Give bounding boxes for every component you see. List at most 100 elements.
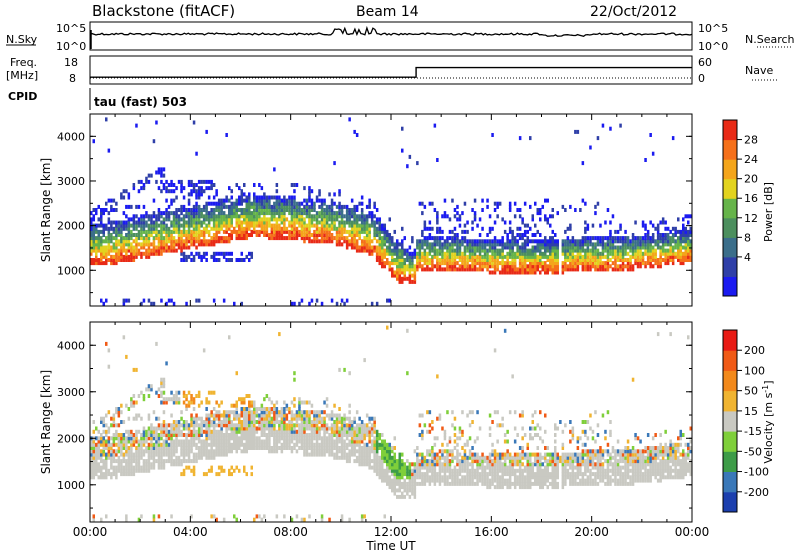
- power-cell: [534, 233, 537, 237]
- velocity-cell: [163, 397, 166, 401]
- power-cell: [238, 214, 241, 218]
- velocity-cell: [401, 453, 404, 457]
- velocity-cell: [123, 466, 126, 470]
- velocity-cell: [198, 391, 201, 395]
- power-cell: [637, 236, 640, 240]
- velocity-cell: [406, 329, 409, 333]
- velocity-cell: [416, 453, 419, 457]
- power-cell: [406, 264, 409, 268]
- power-cell: [674, 239, 677, 243]
- velocity-cell: [215, 430, 218, 434]
- power-cell: [672, 136, 675, 140]
- power-cell: [311, 214, 314, 218]
- power-cell: [228, 233, 231, 237]
- power-cell: [504, 221, 507, 225]
- power-cell: [647, 230, 650, 234]
- power-cell: [564, 208, 567, 212]
- velocity-cell: [203, 430, 206, 434]
- velocity-cell: [125, 436, 128, 440]
- power-cell: [163, 174, 166, 178]
- power-cell: [386, 230, 389, 234]
- power-cell: [627, 236, 630, 240]
- power-cell: [384, 224, 387, 228]
- power-cell: [168, 183, 171, 187]
- power-cell: [519, 208, 522, 212]
- power-cell: [466, 221, 469, 225]
- power-cell: [639, 236, 642, 240]
- power-cell: [188, 199, 191, 203]
- power-cell: [215, 214, 218, 218]
- velocity-cell: [105, 440, 108, 444]
- power-cell: [125, 249, 128, 253]
- power-cell: [281, 227, 284, 231]
- power-cell: [236, 199, 239, 203]
- power-cell: [669, 230, 672, 234]
- power-cell: [619, 124, 622, 128]
- velocity-cell: [268, 407, 271, 411]
- velocity-cell: [436, 417, 439, 421]
- velocity-cell: [118, 456, 121, 460]
- noise-panel: N.Sky 10^5 10^0 10^5 10^0 N.Search: [6, 22, 795, 53]
- power-cell: [449, 230, 452, 234]
- power-cell: [218, 258, 221, 262]
- velocity-cell: [108, 410, 111, 414]
- velocity-cell: [261, 404, 264, 408]
- power-cell: [687, 221, 690, 225]
- power-cell: [677, 217, 680, 221]
- power-cell: [183, 214, 186, 218]
- power-cell: [401, 149, 404, 153]
- power-cell: [363, 214, 366, 218]
- velocity-cell: [321, 514, 324, 518]
- power-cell: [276, 183, 279, 187]
- velocity-cell: [190, 469, 193, 473]
- velocity-cell: [396, 488, 399, 492]
- power-cell: [409, 252, 412, 256]
- velocity-cell: [130, 397, 133, 401]
- power-cell: [251, 211, 254, 215]
- velocity-cell: [238, 436, 241, 440]
- velocity-cell: [416, 446, 419, 450]
- power-cell: [685, 214, 688, 218]
- power-cell: [263, 192, 266, 196]
- power-cell: [298, 202, 301, 206]
- velocity-cell: [256, 420, 259, 424]
- velocity-cell: [205, 397, 208, 401]
- velocity-cell: [251, 466, 254, 470]
- freq-tick-18: 18: [64, 56, 78, 69]
- velocity-cell: [105, 514, 108, 518]
- velocity-cell: [195, 394, 198, 398]
- power-cell: [163, 217, 166, 221]
- power-cell: [604, 236, 607, 240]
- power-cell: [341, 299, 344, 303]
- power-cell: [185, 255, 188, 259]
- power-cell: [261, 196, 264, 200]
- power-cell: [499, 239, 502, 243]
- power-cell: [509, 202, 512, 206]
- power-cell: [168, 205, 171, 209]
- power-cell: [228, 186, 231, 190]
- power-cell: [373, 214, 376, 218]
- velocity-cell: [195, 443, 198, 447]
- velocity-cell: [293, 371, 296, 375]
- velocity-cell: [361, 420, 364, 424]
- power-cell: [198, 205, 201, 209]
- power-cell: [223, 230, 226, 234]
- power-cell: [208, 186, 211, 190]
- power-cell: [504, 261, 507, 265]
- power-cell: [682, 246, 685, 250]
- beam-title: Beam 14: [356, 4, 419, 20]
- power-cell: [454, 214, 457, 218]
- power-cell: [153, 302, 156, 306]
- velocity-cell: [213, 414, 216, 418]
- velocity-cell: [195, 453, 198, 457]
- power-cell: [664, 249, 667, 253]
- velocity-cell: [419, 414, 422, 418]
- velocity-cell: [326, 423, 329, 427]
- velocity-cell: [399, 495, 402, 499]
- power-cell: [180, 217, 183, 221]
- power-cell: [389, 217, 392, 221]
- power-cell: [617, 264, 620, 268]
- power-cell: [193, 255, 196, 259]
- power-cell: [308, 205, 311, 209]
